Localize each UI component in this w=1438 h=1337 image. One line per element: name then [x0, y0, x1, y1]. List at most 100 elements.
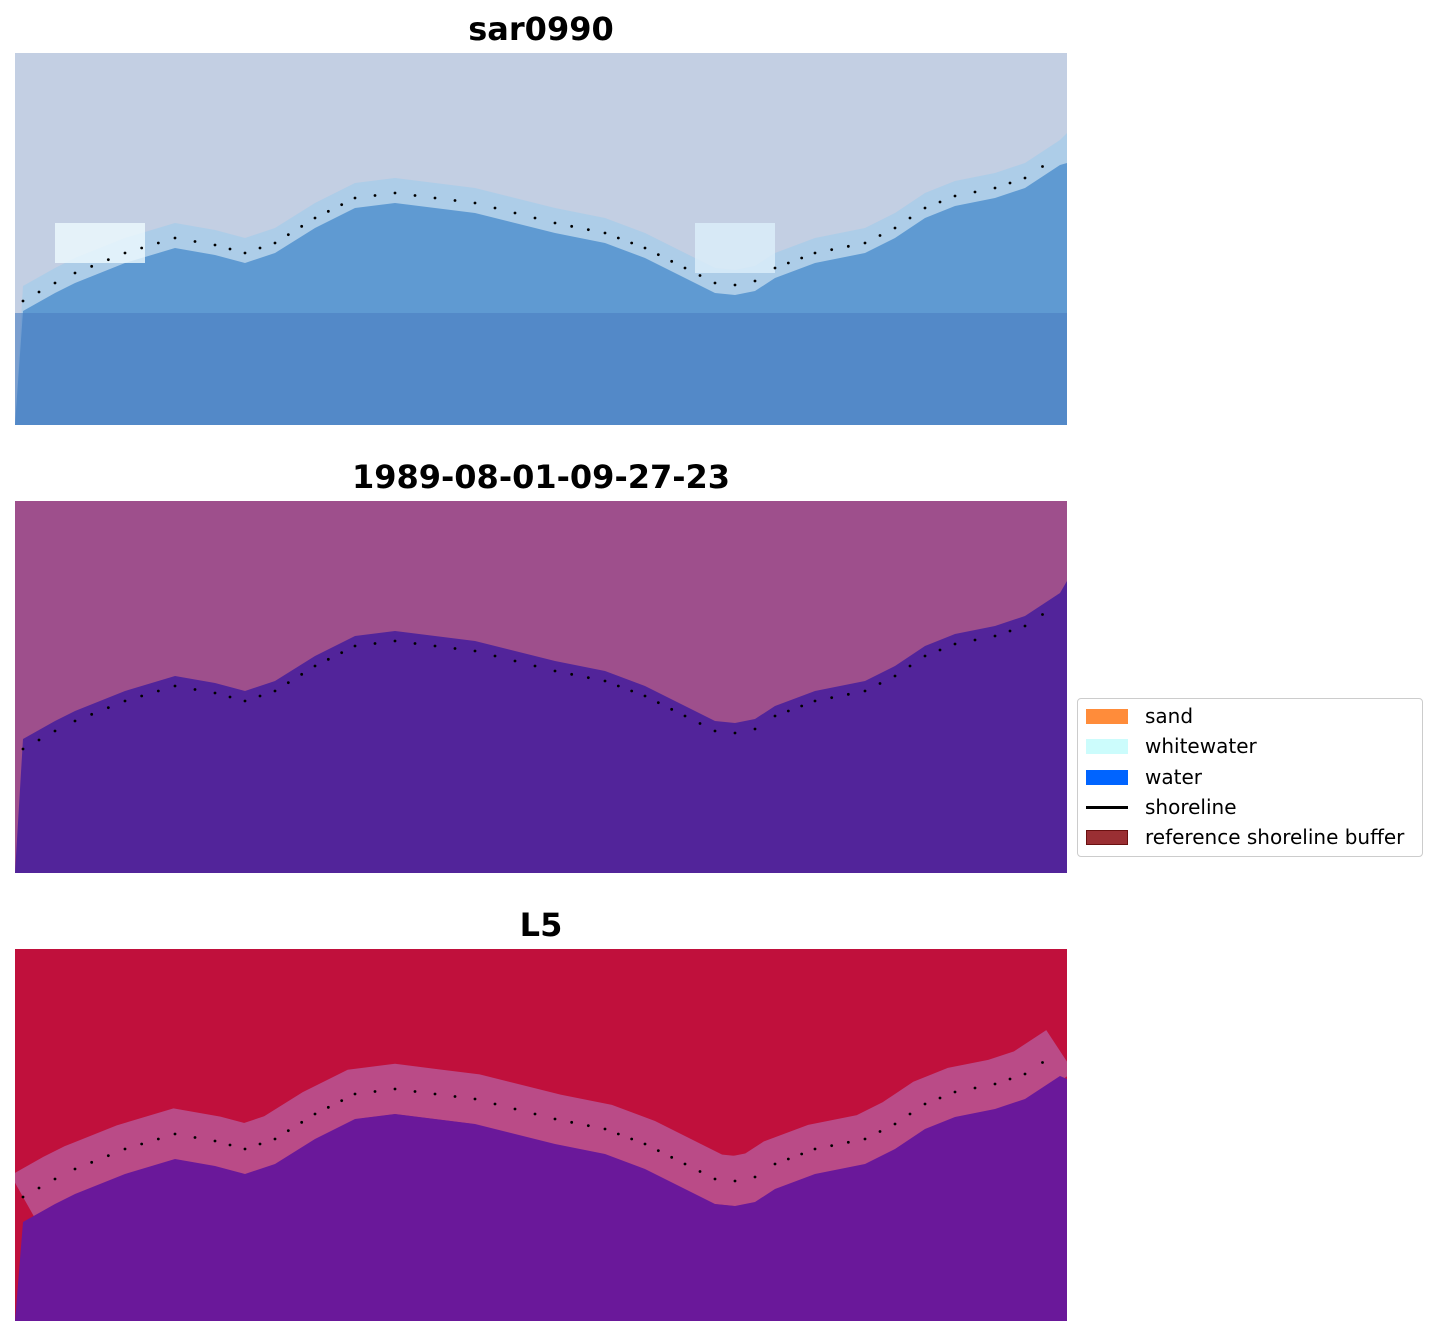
shoreline-point [326, 657, 330, 661]
shoreline-point [173, 684, 177, 688]
shoreline-point [570, 1120, 574, 1124]
shoreline-point [473, 1097, 477, 1101]
shoreline-point [473, 649, 477, 653]
shoreline-point [433, 644, 437, 648]
shoreline-point [923, 206, 927, 210]
shoreline-point [123, 699, 127, 703]
shoreline-point [273, 241, 277, 245]
shoreline-dots [21, 613, 1044, 751]
shoreline-point [878, 682, 882, 685]
shoreline-point [453, 1095, 457, 1098]
shoreline-point [908, 1112, 912, 1116]
shoreline-point [53, 281, 57, 285]
legend-label: water [1145, 765, 1202, 789]
shoreline-point [570, 672, 574, 676]
shoreline-point [213, 1139, 217, 1143]
shoreline-point [938, 1096, 942, 1100]
shoreline-point [373, 1090, 377, 1093]
shoreline-point [493, 206, 497, 210]
shoreline-point [73, 271, 77, 275]
shoreline-point [993, 634, 997, 638]
shoreline-point [53, 729, 57, 733]
shoreline-point [863, 1137, 867, 1141]
shoreline-point [616, 684, 620, 688]
shoreline-point [630, 689, 634, 693]
shoreline-point [863, 689, 867, 693]
shoreline-point [586, 1124, 590, 1128]
shoreline-point [533, 664, 537, 668]
shoreline-point [106, 706, 110, 710]
shoreline-point [193, 1136, 197, 1139]
shoreline-point [1008, 1077, 1012, 1081]
shoreline-point [156, 241, 160, 245]
shoreline-point [393, 639, 397, 643]
legend-swatch [1086, 738, 1128, 754]
shoreline-point [156, 1137, 160, 1141]
shoreline-point [713, 729, 717, 733]
legend: sand whitewater water shoreline referenc… [1077, 698, 1423, 857]
shoreline-point [846, 692, 850, 696]
shoreline-point [353, 1092, 357, 1096]
shoreline-point [953, 642, 957, 646]
shoreline-point [53, 1177, 57, 1181]
shoreline-point [713, 1177, 717, 1181]
shoreline-point [683, 1162, 687, 1166]
shoreline-point [773, 1162, 777, 1166]
shoreline-point [773, 266, 777, 270]
shoreline-point [106, 258, 110, 262]
shoreline-point [643, 694, 647, 698]
shoreline-point [953, 1090, 957, 1094]
shoreline-point [753, 727, 757, 731]
shoreline-point [753, 1175, 757, 1179]
shoreline-point [753, 279, 757, 283]
shoreline-point [513, 211, 517, 215]
shoreline-point [733, 731, 737, 735]
legend-item-water: water [1086, 765, 1202, 789]
shoreline-point [846, 1140, 850, 1144]
shoreline-point [286, 681, 290, 685]
legend-item-whitewater: whitewater [1086, 734, 1257, 758]
shoreline-point [37, 290, 41, 294]
shoreline-point [258, 246, 262, 250]
shoreline-point [258, 694, 262, 698]
shoreline-point [698, 1170, 702, 1173]
shoreline-point [1023, 624, 1027, 628]
legend-swatch [1086, 805, 1128, 809]
shoreline-point [73, 719, 77, 723]
shoreline-point [813, 699, 817, 703]
legend-label: whitewater [1145, 734, 1257, 758]
water-region [15, 581, 1067, 873]
shoreline-point [698, 274, 702, 277]
shoreline-point [683, 266, 687, 270]
shoreline-point [433, 196, 437, 200]
shoreline-point [140, 694, 144, 698]
shoreline-point [1041, 613, 1044, 616]
shoreline-point [156, 689, 160, 693]
shoreline-point [413, 1090, 417, 1093]
shoreline-dots [21, 1061, 1044, 1199]
shoreline-point [586, 228, 590, 232]
shoreline-point [923, 654, 927, 658]
shoreline-point [670, 707, 674, 711]
shoreline-point [300, 224, 304, 228]
shoreline-point [908, 664, 912, 668]
shoreline-point [570, 224, 574, 228]
shoreline-point [733, 283, 737, 287]
shoreline-point [616, 1132, 620, 1136]
legend-swatch [1086, 708, 1128, 724]
shoreline-point [493, 1102, 497, 1106]
shoreline-point [340, 1099, 344, 1103]
shoreline-point [393, 1087, 397, 1091]
shoreline-point [1008, 629, 1012, 633]
shoreline-point [893, 226, 897, 230]
shoreline-point [553, 669, 557, 673]
shoreline-point [973, 638, 977, 642]
shoreline-point [830, 248, 834, 252]
shoreline-point [603, 679, 607, 683]
shoreline-point [228, 247, 232, 251]
legend-label: reference shoreline buffer [1145, 825, 1405, 849]
panel-title-3: L5 [519, 906, 563, 944]
shoreline-point [393, 191, 397, 195]
shoreline-point [340, 651, 344, 655]
image-panel-classified [15, 501, 1067, 873]
